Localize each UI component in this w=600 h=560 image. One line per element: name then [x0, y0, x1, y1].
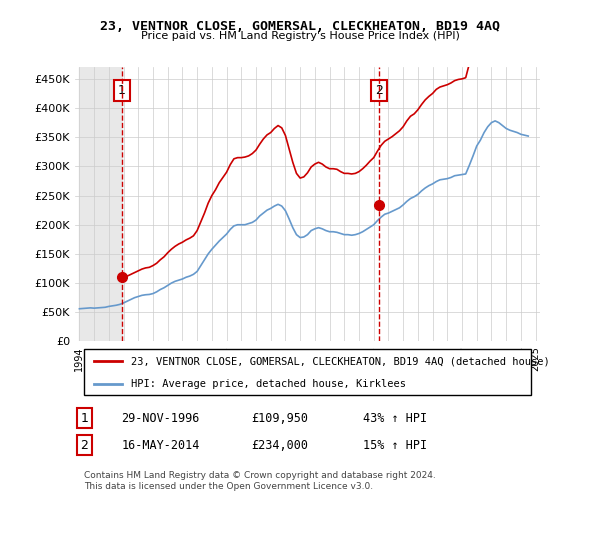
FancyBboxPatch shape — [84, 349, 531, 395]
Text: 23, VENTNOR CLOSE, GOMERSAL, CLECKHEATON, BD19 4AQ (detached house): 23, VENTNOR CLOSE, GOMERSAL, CLECKHEATON… — [131, 356, 550, 366]
Text: HPI: Average price, detached house, Kirklees: HPI: Average price, detached house, Kirk… — [131, 379, 406, 389]
Text: 43% ↑ HPI: 43% ↑ HPI — [364, 412, 427, 424]
Text: 2: 2 — [80, 438, 88, 452]
Text: Contains HM Land Registry data © Crown copyright and database right 2024.
This d: Contains HM Land Registry data © Crown c… — [84, 472, 436, 491]
Text: 2: 2 — [375, 84, 383, 97]
Text: £109,950: £109,950 — [252, 412, 309, 424]
Text: 29-NOV-1996: 29-NOV-1996 — [121, 412, 200, 424]
Text: 16-MAY-2014: 16-MAY-2014 — [121, 438, 200, 452]
Bar — [79, 67, 122, 342]
Text: 23, VENTNOR CLOSE, GOMERSAL, CLECKHEATON, BD19 4AQ: 23, VENTNOR CLOSE, GOMERSAL, CLECKHEATON… — [100, 20, 500, 32]
Text: Price paid vs. HM Land Registry's House Price Index (HPI): Price paid vs. HM Land Registry's House … — [140, 31, 460, 41]
Text: 15% ↑ HPI: 15% ↑ HPI — [364, 438, 427, 452]
Text: 1: 1 — [118, 84, 126, 97]
Text: £234,000: £234,000 — [252, 438, 309, 452]
Text: 1: 1 — [80, 412, 88, 424]
